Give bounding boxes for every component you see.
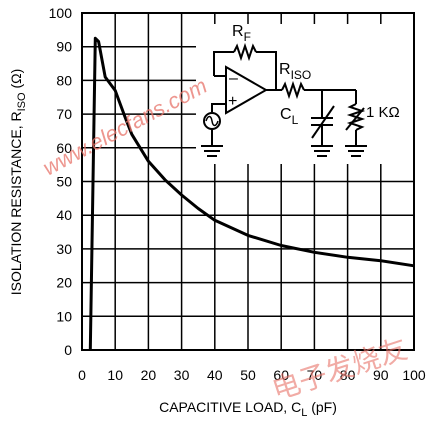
x-tick-label: 100	[402, 367, 426, 383]
source-sine	[205, 115, 219, 127]
y-axis-label-main: ISOLATION RESISTANCE, R	[8, 111, 24, 295]
cl-variable-arrow	[311, 105, 335, 139]
inset-circuit	[196, 24, 414, 164]
riso-label: RISO	[279, 61, 311, 82]
y-tick-label: 60	[56, 140, 72, 156]
y-tick-label: 0	[64, 342, 72, 358]
x-tick-label: 70	[307, 367, 323, 383]
series-line	[88, 36, 415, 351]
watermark-cn: 电子发烧友	[268, 333, 411, 406]
x-axis-label-subscript: L	[301, 407, 307, 419]
plot-frame	[81, 12, 415, 351]
noninverting-input-wire	[211, 103, 226, 112]
x-axis-label-unit: (pF)	[307, 399, 337, 415]
x-tick-label: 50	[240, 367, 256, 383]
x-tick-label: 10	[107, 367, 123, 383]
y-axis-label-subscript: ISO	[16, 92, 28, 111]
y-tick-label: 10	[56, 308, 72, 324]
x-tick-label: 30	[174, 367, 190, 383]
y-tick-label: 90	[56, 39, 72, 55]
y-tick-label: 20	[56, 275, 72, 291]
x-tick-labels: 0 10 20 30 40 50 60 70 80 90 100	[78, 367, 426, 383]
cl-label-main: C	[280, 106, 292, 123]
riso-label-subscript: ISO	[291, 68, 312, 82]
y-tick-label: 80	[56, 72, 72, 88]
y-tick-label: 50	[56, 174, 72, 190]
rl-variable-arrow	[345, 107, 365, 131]
y-tick-label: 40	[56, 207, 72, 223]
x-axis-label: CAPACITIVE LOAD, CL (pF)	[159, 399, 337, 419]
rf-label-subscript: F	[244, 30, 251, 44]
riso-resistor-symbol	[281, 80, 305, 100]
cl-label-subscript: L	[292, 113, 299, 127]
y-tick-labels: 0 10 20 30 40 50 60 70 80 90 100	[49, 5, 73, 358]
load-resistor-label: 1 KΩ	[366, 104, 400, 121]
y-axis-label: ISOLATION RESISTANCE, RISO (Ω)	[8, 69, 28, 296]
x-tick-label: 20	[141, 367, 157, 383]
x-tick-label: 90	[373, 367, 389, 383]
x-tick-label: 0	[78, 367, 86, 383]
rf-resistor-symbol	[233, 42, 257, 62]
op-amp-symbol	[225, 65, 269, 115]
y-tick-label: 100	[49, 5, 73, 21]
y-tick-label: 70	[56, 106, 72, 122]
x-tick-label: 40	[207, 367, 223, 383]
rf-label: RF	[232, 23, 251, 44]
cl-label: CL	[280, 106, 299, 127]
rf-label-main: R	[232, 23, 244, 40]
feedback-wire-right	[256, 51, 277, 90]
watermark-site: www.elecfans.com	[39, 73, 212, 181]
feedback-wire	[213, 51, 234, 76]
inset-circuit-labels: – + RF RISO CL 1 KΩ	[228, 23, 400, 127]
x-axis-label-main: CAPACITIVE LOAD, C	[159, 399, 301, 415]
y-axis-label-unit: (Ω)	[8, 69, 24, 93]
op-amp-minus-sign: –	[229, 70, 238, 87]
y-tick-label: 30	[56, 241, 72, 257]
x-tick-label: 80	[340, 367, 356, 383]
riso-label-main: R	[279, 61, 291, 78]
x-tick-label: 60	[273, 367, 289, 383]
op-amp-plus-sign: +	[228, 93, 237, 110]
